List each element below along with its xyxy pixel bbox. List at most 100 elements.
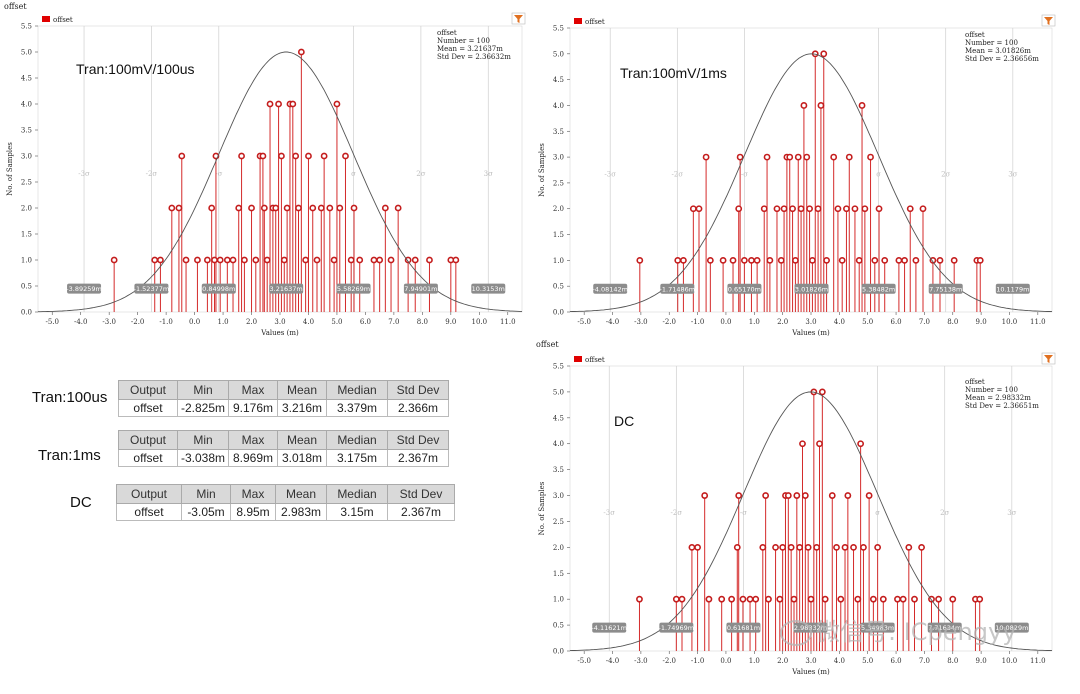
stem-marker: [793, 492, 801, 499]
sigma-value-label: 0.65170m: [728, 285, 761, 293]
x-tick-label: -4.0: [74, 318, 88, 326]
legend-label: offset: [53, 16, 73, 24]
x-tick-label: 8.0: [417, 318, 428, 326]
x-tick-label: 3.0: [805, 318, 816, 326]
y-tick-label: 5.5: [553, 25, 564, 33]
stem-marker: [151, 256, 159, 264]
x-tick-label: 4.0: [303, 318, 314, 326]
stem-marker: [728, 595, 736, 603]
stem-marker: [347, 256, 355, 264]
x-tick-label: 9.0: [445, 318, 456, 326]
y-tick-label: 5.5: [21, 23, 32, 31]
sigma-marker-label: 3σ: [1008, 171, 1017, 179]
y-tick-label: 3.5: [553, 466, 564, 474]
histogram-plot-tran-100us: offset offset -3σ -2σ -σ σ 2σ 3σ 0.0 0.5 1.0 1.5 2.0…: [0, 0, 528, 340]
stem-marker: [194, 256, 201, 264]
stem-marker: [350, 204, 358, 212]
stem-marker: [289, 100, 297, 108]
stem-marker: [263, 256, 271, 264]
x-tick-label: 8.0: [947, 318, 958, 326]
stem-marker: [297, 48, 305, 56]
col-max: Max: [228, 380, 278, 400]
stats-table-tran-1ms: Output Min Max Mean Median Std Dev offse…: [118, 430, 449, 467]
stem-marker: [313, 256, 321, 264]
stem-marker: [672, 595, 680, 603]
x-axis-title: Values (m): [791, 668, 830, 676]
stem-marker: [175, 204, 183, 212]
stem-marker: [792, 256, 799, 264]
y-tick-label: 3.0: [553, 154, 564, 162]
y-tick-label: 5.5: [553, 363, 564, 371]
stem-marker: [830, 153, 838, 161]
table-row: offset -3.05m 8.95m 2.983m 3.15m 2.367m: [116, 503, 455, 521]
stem-marker: [674, 256, 682, 264]
sigma-value-label: -1.74969m: [659, 624, 695, 632]
col-min: Min: [177, 430, 229, 450]
cell-median: 3.379m: [326, 399, 388, 417]
stem-marker: [283, 204, 291, 212]
cell-min: -2.825m: [177, 399, 229, 417]
stats-line: Number = 100: [437, 37, 490, 45]
x-tick-label: 11.0: [500, 318, 516, 326]
stem-marker: [336, 204, 344, 212]
table-label-tran-100us: Tran:100us: [32, 389, 108, 406]
col-stddev: Std Dev: [387, 430, 449, 450]
stem-marker: [845, 153, 853, 161]
stem-marker: [766, 256, 774, 264]
y-tick-label: 3.5: [553, 128, 564, 136]
stem-marker: [387, 256, 395, 264]
stats-line: offset: [965, 378, 985, 386]
stem-marker: [858, 102, 866, 109]
stem-marker: [266, 100, 274, 108]
stem-marker: [823, 256, 830, 264]
histogram-plot-dc: offset offset -3σ -2σ -σ σ 2σ 3σ 0.0 0.5 1.0 1.5 2.0…: [532, 338, 1080, 694]
x-tick-label: 2.0: [246, 318, 257, 326]
stem-marker: [901, 256, 908, 264]
stem-marker: [259, 152, 267, 160]
stats-table-tran-100us: Output Min Max Mean Median Std Dev offse…: [118, 380, 449, 417]
stem-marker: [735, 492, 743, 499]
col-output: Output: [116, 484, 182, 504]
x-axis-title: Values (m): [791, 329, 830, 336]
stem-marker: [706, 256, 714, 264]
stem-marker: [705, 595, 713, 603]
histogram-plot-tran-1ms: offset -3σ -2σ -σ σ 2σ 3σ 0.0 0.5 1.0 1.5 2.0 2.5 3.0…: [532, 0, 1080, 336]
stem-marker: [814, 205, 822, 213]
x-tick-label: 5.0: [862, 657, 873, 665]
sigma-value-box: [995, 283, 1030, 294]
stem-marker: [789, 205, 796, 213]
x-tick-label: 0.0: [720, 318, 731, 326]
stats-line: Mean = 2.98332m: [965, 394, 1031, 402]
x-tick-label: 10.0: [471, 318, 487, 326]
x-tick-label: 2.0: [777, 318, 788, 326]
stem-marker: [936, 256, 944, 264]
sigma-value-box: [336, 283, 371, 294]
x-tick-label: 9.0: [976, 657, 987, 665]
cell-max: 8.95m: [230, 503, 276, 521]
sigma-value-label: 0.84998m: [202, 285, 235, 293]
y-tick-label: 4.0: [21, 101, 32, 109]
stem-marker: [305, 152, 312, 160]
sigma-value-label: 5.58269m: [337, 285, 370, 293]
x-tick-label: 7.0: [919, 657, 930, 665]
table-label-tran-1ms: Tran:1ms: [38, 447, 101, 464]
sigma-marker-label: 2σ: [416, 170, 425, 178]
y-tick-label: 2.5: [553, 518, 564, 526]
stem-marker: [223, 256, 231, 264]
stem-marker: [260, 204, 268, 212]
stem-marker: [762, 492, 770, 499]
legend-swatch: [574, 18, 582, 24]
stats-table: Output Min Max Mean Median Std Dev offse…: [116, 484, 455, 521]
y-tick-label: 3.0: [553, 492, 564, 500]
y-tick-label: 0.0: [553, 309, 564, 317]
y-tick-label: 1.5: [553, 231, 564, 239]
x-tick-label: -5.0: [577, 657, 591, 665]
sigma-value-box: [726, 622, 761, 633]
filter-icon: [514, 15, 523, 23]
x-tick-label: 3.0: [274, 318, 285, 326]
stem-marker: [821, 595, 829, 603]
stem-marker: [779, 543, 787, 551]
stem-marker: [678, 595, 686, 603]
y-tick-label: 5.0: [553, 50, 564, 58]
stem-marker: [899, 595, 907, 603]
